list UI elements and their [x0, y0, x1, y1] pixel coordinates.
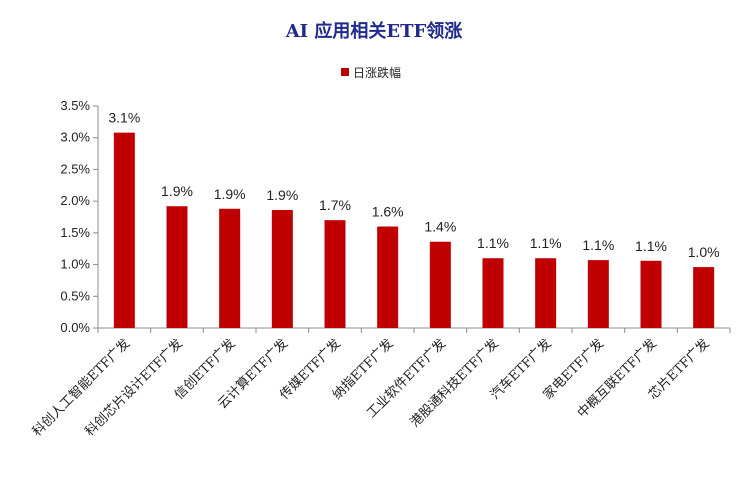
data-label: 1.9% [214, 186, 246, 202]
chart-title: AI 应用相关ETF领涨 [285, 20, 463, 42]
bar [377, 226, 399, 328]
bar [113, 132, 135, 328]
data-label: 1.0% [688, 244, 720, 260]
data-label: 3.1% [108, 110, 140, 126]
data-label: 1.4% [424, 219, 456, 235]
plot-area: 0.0% 0.5% 1.0% 1.5% 2.0% 2.5% 3.0% 3.5% 3.1% 科创人工… [29, 98, 731, 440]
y-tick-label: 3.5% [60, 98, 90, 113]
legend: 日涨跌幅 [341, 65, 401, 80]
data-label: 1.6% [372, 204, 404, 220]
x-tick-label: 港股通科技ETF广发 [407, 336, 502, 431]
bar [324, 220, 346, 328]
data-label: 1.1% [635, 238, 667, 254]
legend-swatch [341, 68, 349, 76]
x-tick-label: 科创人工智能ETF广发 [29, 336, 133, 440]
bar [587, 260, 609, 328]
data-label: 1.7% [319, 197, 351, 213]
data-label: 1.1% [477, 235, 509, 251]
bar [166, 206, 188, 328]
x-tick-label: 科创芯片设计ETF广发 [82, 336, 186, 440]
bar [640, 260, 662, 328]
y-tick-label: 1.0% [60, 257, 90, 272]
bar [482, 258, 504, 328]
bar [535, 258, 557, 328]
y-tick-label: 0.5% [60, 288, 90, 303]
legend-label: 日涨跌幅 [353, 65, 401, 80]
bar [429, 241, 451, 328]
data-label: 1.9% [161, 183, 193, 199]
y-tick-label: 3.0% [60, 130, 90, 145]
y-tick-label: 2.5% [60, 161, 90, 176]
y-tick-label: 0.0% [60, 320, 90, 335]
data-label: 1.1% [530, 235, 562, 251]
data-label: 1.9% [266, 187, 298, 203]
y-tick-label: 1.5% [60, 225, 90, 240]
bar [219, 208, 241, 328]
y-tick-label: 2.0% [60, 193, 90, 208]
bar [271, 210, 293, 328]
bar [693, 267, 715, 328]
data-label: 1.1% [582, 237, 614, 253]
